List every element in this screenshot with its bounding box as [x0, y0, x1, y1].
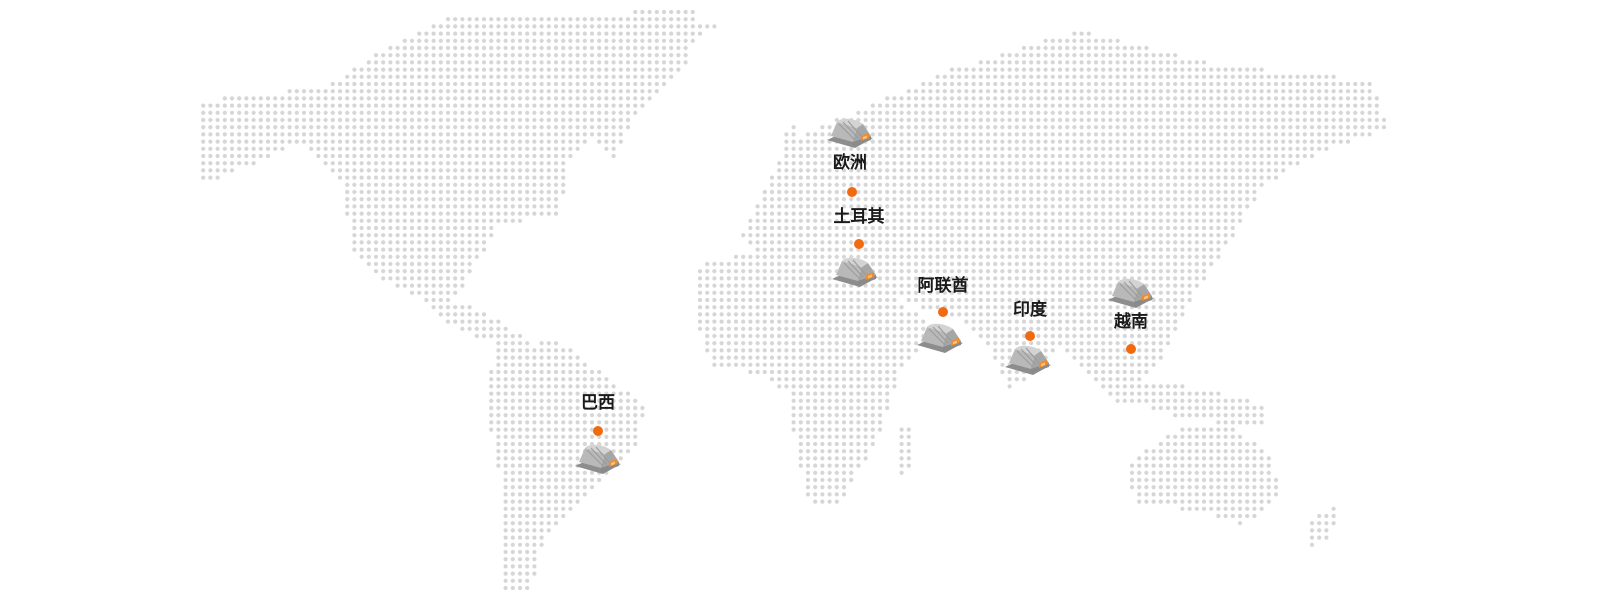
location-marker-turkey[interactable] [854, 239, 864, 249]
factory-icon-india[interactable] [1003, 341, 1053, 377]
location-marker-brazil[interactable] [593, 426, 603, 436]
factory-icon-vietnam[interactable] [1106, 274, 1156, 310]
factory-icon-turkey[interactable] [830, 253, 880, 289]
location-marker-uae[interactable] [938, 307, 948, 317]
location-marker-vietnam[interactable] [1126, 344, 1136, 354]
factory-icon-europe[interactable] [825, 114, 875, 150]
location-marker-india[interactable] [1025, 331, 1035, 341]
location-label-uae[interactable]: 阿联酋 [917, 276, 969, 296]
factory-icon-brazil[interactable] [573, 440, 623, 476]
location-label-europe[interactable]: 欧洲 [833, 153, 867, 173]
location-label-turkey[interactable]: 土耳其 [833, 207, 885, 227]
factory-icon-uae[interactable] [915, 319, 965, 355]
location-label-vietnam[interactable]: 越南 [1114, 312, 1148, 332]
location-label-india[interactable]: 印度 [1013, 300, 1047, 320]
location-label-brazil[interactable]: 巴西 [581, 393, 615, 413]
location-marker-europe[interactable] [847, 187, 857, 197]
